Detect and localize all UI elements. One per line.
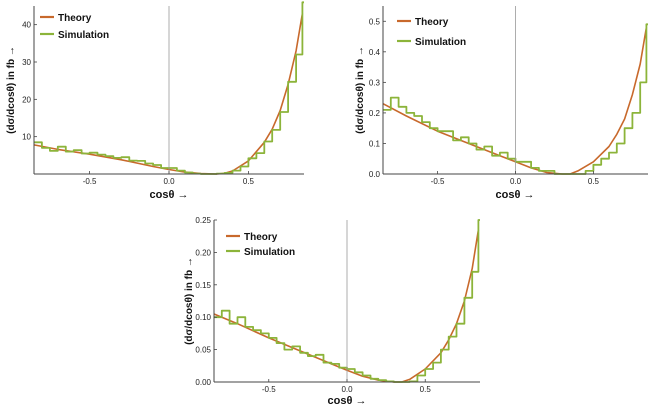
y-tick-label: 0.00 xyxy=(195,378,211,387)
y-tick-label: 0.05 xyxy=(195,346,211,355)
x-tick-label: 0.5 xyxy=(420,385,432,394)
y-tick-label: 10 xyxy=(22,133,31,142)
y-tick-label: 0.10 xyxy=(195,313,211,322)
x-tick-label: -0.5 xyxy=(83,177,97,186)
chart-panel-3: -0.5 0.0 0.5 0.00 0.05 0.10 0.15 0.20 0.25 Theor… xyxy=(184,216,480,407)
y-tick-label: 0.0 xyxy=(369,170,381,179)
legend-label-simulation: Simulation xyxy=(415,37,466,48)
ticks-1: -0.5 0.0 0.5 10 20 30 40 xyxy=(22,21,254,186)
y-tick-label: 0.25 xyxy=(195,216,211,225)
y-tick-label: 0.4 xyxy=(369,48,381,57)
x-axis-label-3: cosθ → xyxy=(328,395,367,407)
legend-label-theory: Theory xyxy=(415,17,449,28)
y-tick-label: 20 xyxy=(22,95,31,104)
simulation-series-line xyxy=(383,23,648,175)
ticks-3: -0.5 0.0 0.5 0.00 0.05 0.10 0.15 0.20 0.25 xyxy=(195,216,431,394)
x-axis-label-1: cosθ → xyxy=(150,189,189,201)
y-tick-label: 0.1 xyxy=(369,139,381,148)
y-axis-label-2: (dσ/dcosθ) in fb → xyxy=(355,46,366,134)
x-tick-label: 0.0 xyxy=(341,385,353,394)
y-tick-label: 0.3 xyxy=(369,78,381,87)
y-axis-label-3: (dσ/dcosθ) in fb → xyxy=(184,257,195,345)
legend-label-theory: Theory xyxy=(58,13,92,24)
x-axis-label-2: cosθ → xyxy=(496,189,535,201)
x-tick-label: -0.5 xyxy=(262,385,276,394)
legend-label-theory: Theory xyxy=(244,232,278,243)
chart-panel-1: -0.5 0.0 0.5 10 20 30 40 Theory Simulation cos… xyxy=(6,1,304,201)
x-tick-label: 0.0 xyxy=(163,177,175,186)
x-tick-label: 0.5 xyxy=(588,177,600,186)
x-tick-label: -0.5 xyxy=(431,177,445,186)
simulation-series-line xyxy=(34,1,304,175)
y-tick-label: 40 xyxy=(22,21,31,30)
legend-3: Theory Simulation xyxy=(226,232,295,258)
y-tick-label: 30 xyxy=(22,58,31,67)
y-tick-label: 0.15 xyxy=(195,281,211,290)
y-tick-label: 0.2 xyxy=(369,109,381,118)
y-tick-label: 0.20 xyxy=(195,248,211,257)
legend-2: Theory Simulation xyxy=(397,17,466,48)
y-tick-label: 0.5 xyxy=(369,17,381,26)
x-tick-label: 0.5 xyxy=(243,177,255,186)
legend-1: Theory Simulation xyxy=(40,13,109,41)
chart-panel-2: -0.5 0.0 0.5 0.0 0.1 0.2 0.3 0.4 0.5 Theory Simu… xyxy=(355,6,648,201)
x-tick-label: 0.0 xyxy=(510,177,522,186)
legend-label-simulation: Simulation xyxy=(244,247,295,258)
y-axis-label-1: (dσ/dcosθ) in fb → xyxy=(6,46,17,134)
ticks-2: -0.5 0.0 0.5 0.0 0.1 0.2 0.3 0.4 0.5 xyxy=(369,17,600,186)
legend-label-simulation: Simulation xyxy=(58,30,109,41)
